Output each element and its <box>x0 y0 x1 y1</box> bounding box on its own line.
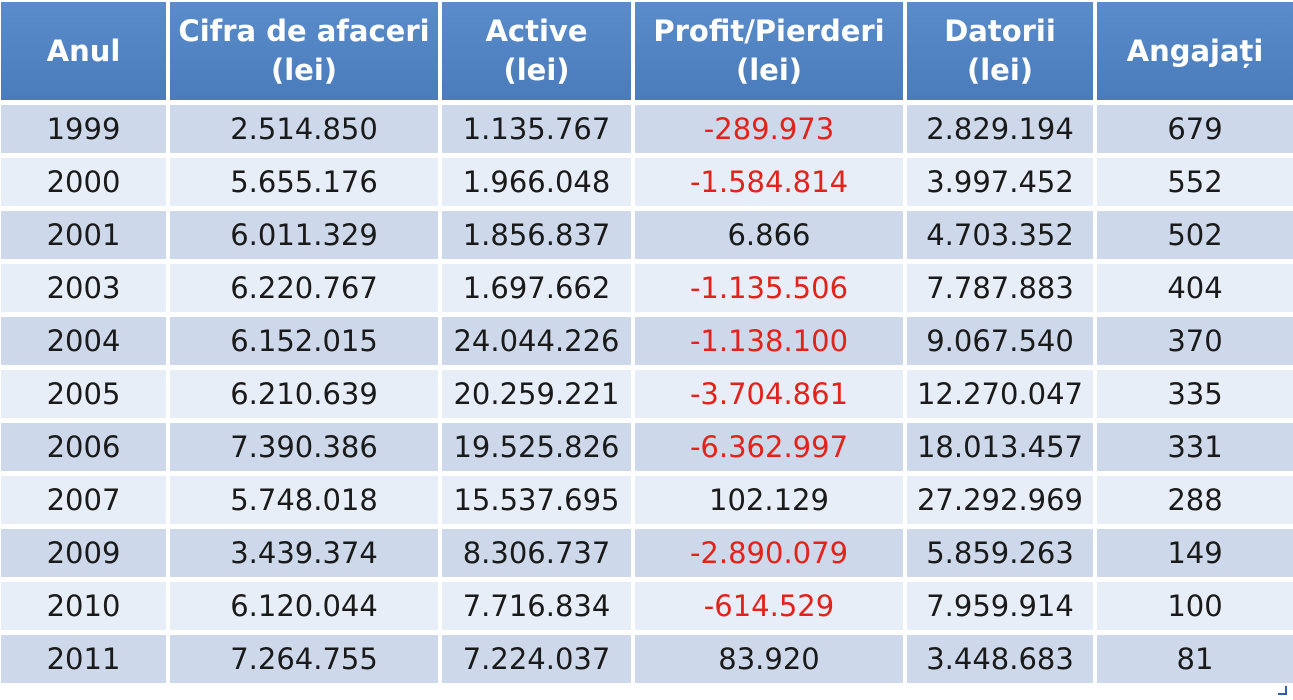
cell-debts: 5.859.263 <box>907 529 1093 577</box>
cell-year: 1999 <box>1 105 166 153</box>
cell-debts: 7.787.883 <box>907 264 1093 312</box>
cell-turnover: 6.152.015 <box>170 317 438 365</box>
cell-year: 2010 <box>1 582 166 630</box>
cell-profit: -6.362.997 <box>635 423 903 471</box>
cell-debts: 3.448.683 <box>907 635 1093 683</box>
resize-handle-icon <box>1278 686 1287 695</box>
header-profit: Profit/Pierderi (lei) <box>635 2 903 100</box>
cell-year: 2000 <box>1 158 166 206</box>
header-row: Anul Cifra de afaceri (lei) Active (lei)… <box>1 2 1293 100</box>
cell-year: 2005 <box>1 370 166 418</box>
cell-assets: 1.135.767 <box>442 105 631 153</box>
cell-employees: 370 <box>1097 317 1293 365</box>
cell-profit: 102.129 <box>635 476 903 524</box>
cell-debts: 9.067.540 <box>907 317 1093 365</box>
cell-employees: 679 <box>1097 105 1293 153</box>
cell-assets: 24.044.226 <box>442 317 631 365</box>
header-turnover-label: Cifra de afaceri <box>178 14 430 48</box>
cell-turnover: 6.220.767 <box>170 264 438 312</box>
header-debts-label: Datorii <box>944 14 1056 48</box>
cell-employees: 335 <box>1097 370 1293 418</box>
header-year-label: Anul <box>46 33 121 68</box>
cell-employees: 100 <box>1097 582 1293 630</box>
cell-year: 2007 <box>1 476 166 524</box>
cell-year: 2006 <box>1 423 166 471</box>
table-row: 2006 7.390.386 19.525.826 -6.362.997 18.013.… <box>1 423 1293 471</box>
cell-assets: 8.306.737 <box>442 529 631 577</box>
cell-year: 2001 <box>1 211 166 259</box>
cell-assets: 1.697.662 <box>442 264 631 312</box>
cell-profit: -1.138.100 <box>635 317 903 365</box>
cell-assets: 1.856.837 <box>442 211 631 259</box>
cell-employees: 331 <box>1097 423 1293 471</box>
table-row: 2004 6.152.015 24.044.226 -1.138.100 9.067.5… <box>1 317 1293 365</box>
cell-profit: -2.890.079 <box>635 529 903 577</box>
header-assets-unit: (lei) <box>503 53 570 87</box>
table-body: 1999 2.514.850 1.135.767 -289.973 2.829.194 6… <box>1 105 1293 683</box>
cell-turnover: 5.655.176 <box>170 158 438 206</box>
table-row: 2009 3.439.374 8.306.737 -2.890.079 5.859.26… <box>1 529 1293 577</box>
table-row: 2011 7.264.755 7.224.037 83.920 3.448.683 81 <box>1 635 1293 683</box>
header-debts: Datorii (lei) <box>907 2 1093 100</box>
cell-year: 2011 <box>1 635 166 683</box>
header-employees-label: Angajați <box>1126 33 1264 68</box>
cell-turnover: 7.390.386 <box>170 423 438 471</box>
cell-assets: 20.259.221 <box>442 370 631 418</box>
table-row: 2007 5.748.018 15.537.695 102.129 27.292.969… <box>1 476 1293 524</box>
header-turnover-unit: (lei) <box>270 53 338 87</box>
table-row: 2005 6.210.639 20.259.221 -3.704.861 12.270.… <box>1 370 1293 418</box>
cell-assets: 1.966.048 <box>442 158 631 206</box>
cell-debts: 4.703.352 <box>907 211 1093 259</box>
cell-debts: 3.997.452 <box>907 158 1093 206</box>
header-assets-label: Active <box>485 14 588 48</box>
cell-employees: 502 <box>1097 211 1293 259</box>
header-assets: Active (lei) <box>442 2 631 100</box>
cell-assets: 15.537.695 <box>442 476 631 524</box>
cell-debts: 7.959.914 <box>907 582 1093 630</box>
cell-turnover: 6.210.639 <box>170 370 438 418</box>
cell-profit: -289.973 <box>635 105 903 153</box>
cell-turnover: 2.514.850 <box>170 105 438 153</box>
cell-turnover: 7.264.755 <box>170 635 438 683</box>
cell-profit: -614.529 <box>635 582 903 630</box>
cell-profit: -3.704.861 <box>635 370 903 418</box>
cell-turnover: 6.120.044 <box>170 582 438 630</box>
cell-employees: 81 <box>1097 635 1293 683</box>
cell-assets: 19.525.826 <box>442 423 631 471</box>
cell-assets: 7.716.834 <box>442 582 631 630</box>
table-row: 1999 2.514.850 1.135.767 -289.973 2.829.194 6… <box>1 105 1293 153</box>
header-profit-label: Profit/Pierderi <box>653 14 885 48</box>
table-row: 2001 6.011.329 1.856.837 6.866 4.703.352 502 <box>1 211 1293 259</box>
cell-employees: 149 <box>1097 529 1293 577</box>
header-debts-unit: (lei) <box>966 53 1034 87</box>
cell-debts: 12.270.047 <box>907 370 1093 418</box>
cell-debts: 2.829.194 <box>907 105 1093 153</box>
cell-profit: -1.584.814 <box>635 158 903 206</box>
cell-turnover: 6.011.329 <box>170 211 438 259</box>
cell-turnover: 5.748.018 <box>170 476 438 524</box>
table-row: 2010 6.120.044 7.716.834 -614.529 7.959.914 1… <box>1 582 1293 630</box>
table-row: 2000 5.655.176 1.966.048 -1.584.814 3.997.45… <box>1 158 1293 206</box>
header-profit-unit: (lei) <box>735 53 803 87</box>
cell-profit: 83.920 <box>635 635 903 683</box>
cell-employees: 552 <box>1097 158 1293 206</box>
header-turnover: Cifra de afaceri (lei) <box>170 2 438 100</box>
cell-year: 2004 <box>1 317 166 365</box>
table-header: Anul Cifra de afaceri (lei) Active (lei)… <box>1 2 1293 100</box>
cell-assets: 7.224.037 <box>442 635 631 683</box>
header-year: Anul <box>1 2 166 100</box>
cell-turnover: 3.439.374 <box>170 529 438 577</box>
cell-year: 2003 <box>1 264 166 312</box>
cell-profit: 6.866 <box>635 211 903 259</box>
header-employees: Angajați <box>1097 2 1293 100</box>
cell-profit: -1.135.506 <box>635 264 903 312</box>
cell-employees: 404 <box>1097 264 1293 312</box>
cell-debts: 27.292.969 <box>907 476 1093 524</box>
cell-year: 2009 <box>1 529 166 577</box>
cell-debts: 18.013.457 <box>907 423 1093 471</box>
table-row: 2003 6.220.767 1.697.662 -1.135.506 7.787.88… <box>1 264 1293 312</box>
cell-employees: 288 <box>1097 476 1293 524</box>
